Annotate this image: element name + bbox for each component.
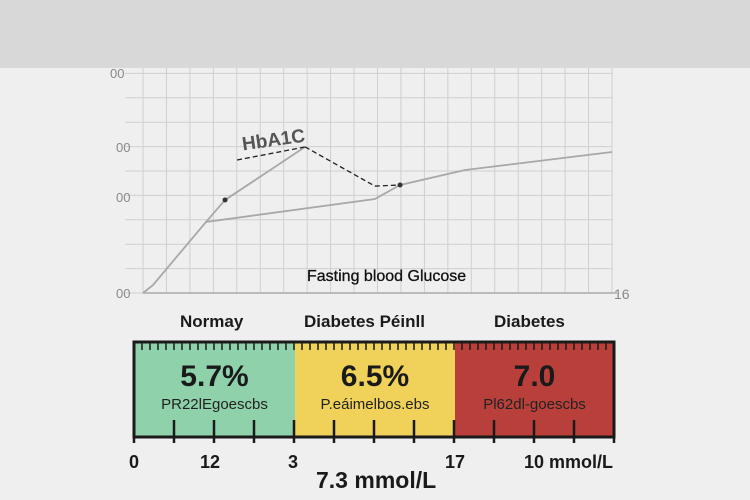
x-axis-label: Fasting blood Glucose (307, 268, 467, 285)
zone-label-normal: Normay (180, 312, 244, 331)
scale-label: 0 (129, 452, 140, 472)
data-point (222, 197, 228, 203)
zone-value: 5.7% (180, 360, 249, 393)
scale-label: 3 (288, 452, 299, 472)
scale-label: 12 (200, 452, 221, 472)
zone-sub: Pl62dl-goescbs (483, 396, 586, 413)
y-tick-label: 00 (116, 140, 131, 155)
zone-sub: PR22lEgoescbs (161, 396, 268, 413)
scale-label: 17 (445, 452, 466, 472)
annotation-leader (236, 146, 306, 161)
zone-label-prediabetes: Diabetes Péinll (304, 312, 425, 331)
zone-label-diabetes: Diabetes (494, 312, 565, 331)
y-tick-label: 00 (110, 66, 125, 81)
zone-sub: P.eáimelbos.ebs (320, 396, 430, 413)
y-tick-label: 00 (116, 190, 131, 205)
scale-label: 10 mmol/L (524, 452, 614, 472)
data-point (397, 182, 403, 188)
zone-value: 7.0 (513, 360, 556, 393)
zone-value: 6.5% (340, 360, 410, 393)
y-tick-label: 00 (116, 286, 131, 301)
series-line-hba1c-link (304, 146, 401, 187)
series-line-main (142, 151, 613, 294)
top-band (0, 0, 750, 68)
scale-caption: 7.3 mmol/L (316, 467, 437, 493)
x-tick-label: 16 (614, 286, 630, 302)
